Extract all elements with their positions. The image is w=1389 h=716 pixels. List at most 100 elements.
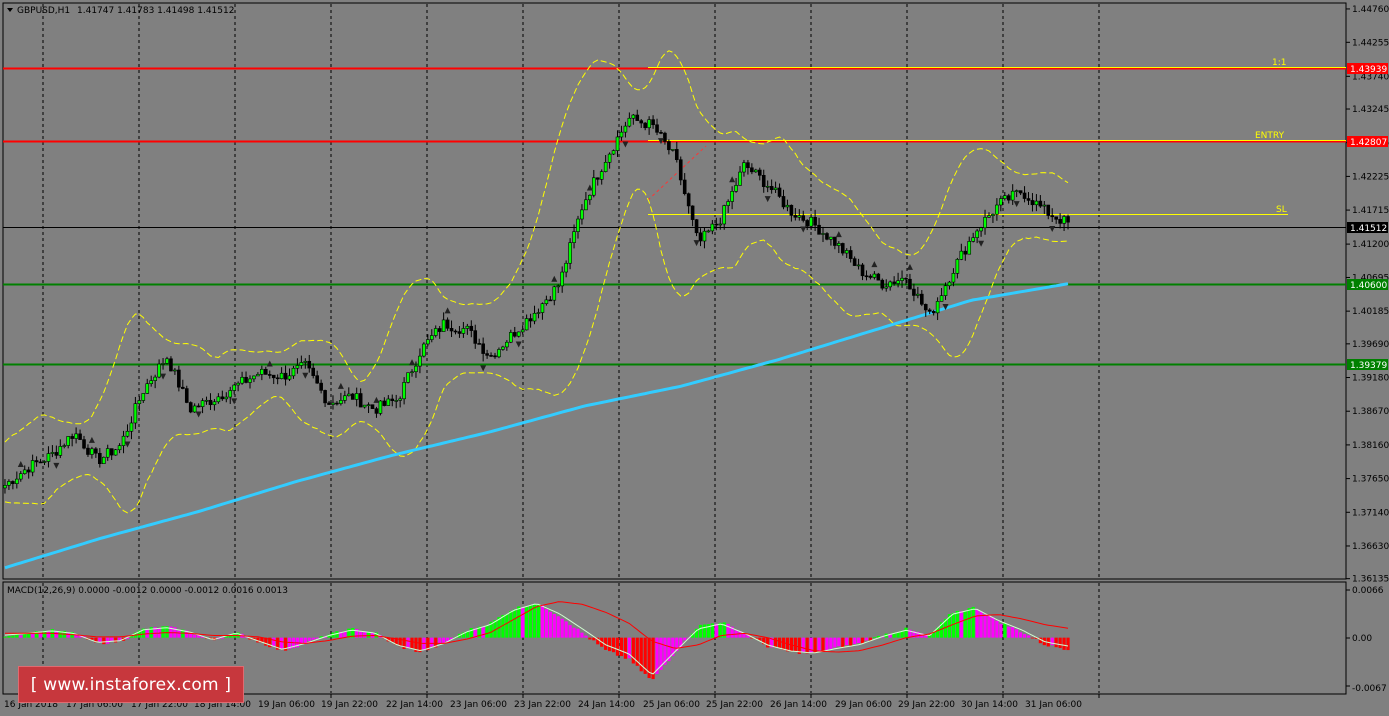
candle-body xyxy=(916,293,920,296)
candle-body xyxy=(30,460,35,473)
macd-bar xyxy=(576,628,580,638)
macd-bar xyxy=(374,632,379,638)
macd-bar xyxy=(615,637,620,656)
candle-body xyxy=(769,186,774,190)
fractal-arrow-icon xyxy=(373,396,380,403)
candle-body xyxy=(501,346,505,350)
macd-bar xyxy=(943,618,948,638)
candle-body xyxy=(354,393,359,400)
candle-body xyxy=(422,343,426,357)
candle-body xyxy=(635,114,640,121)
macd-bar xyxy=(248,637,252,640)
candle-body xyxy=(437,328,442,332)
candle-body xyxy=(710,223,715,232)
candle-body xyxy=(497,349,501,358)
fractal-arrow-icon xyxy=(409,359,416,366)
fractal-arrow-icon xyxy=(978,240,985,247)
macd-bar xyxy=(98,637,102,643)
candle-body xyxy=(852,258,857,266)
candle-body xyxy=(1014,190,1019,192)
macd-bar xyxy=(611,637,616,653)
macd-bar xyxy=(746,635,750,638)
candle-body xyxy=(287,375,292,380)
macd-bar xyxy=(177,630,181,638)
candle-body xyxy=(682,179,687,194)
menu-triangle-icon[interactable] xyxy=(7,8,13,12)
y-tick-label: 1.39180 xyxy=(1352,374,1389,384)
candle-body xyxy=(540,303,545,313)
candle-body xyxy=(742,162,746,173)
candle-body xyxy=(995,204,999,215)
candle-body xyxy=(825,233,829,240)
macd-bar xyxy=(331,632,335,638)
macd-bar xyxy=(580,632,584,638)
y-tick-label: 1.39690 xyxy=(1352,340,1389,350)
candle-body xyxy=(607,153,612,163)
macd-bar xyxy=(738,631,742,638)
macd-bar xyxy=(540,604,545,638)
candle-body xyxy=(481,343,485,354)
macd-bar xyxy=(584,635,588,638)
macd-bar xyxy=(208,637,213,639)
candle-body xyxy=(192,405,197,413)
macd-bar xyxy=(856,637,861,643)
watermark-text: [ www.instaforex.com ] xyxy=(30,675,232,695)
macd-bar xyxy=(185,630,189,638)
candle-body xyxy=(730,191,734,202)
macd-bar xyxy=(552,613,556,638)
macd-bar xyxy=(908,629,912,638)
macd-bar xyxy=(951,613,956,638)
macd-bar xyxy=(438,637,442,644)
macd-bar xyxy=(556,616,560,638)
macd-bar xyxy=(995,620,999,638)
candle-body xyxy=(433,328,438,336)
macd-bar xyxy=(627,637,631,659)
candle-body xyxy=(896,280,900,284)
macd-bar xyxy=(773,637,778,648)
candle-body xyxy=(939,295,944,302)
axis-price-tags: 1.43939 1.42807 1.41512 1.40600 1.39379 xyxy=(1347,63,1388,371)
y-tick-label: 1.37140 xyxy=(1352,508,1389,518)
candle-body xyxy=(323,390,327,404)
candle-body xyxy=(212,401,217,406)
macd-bar xyxy=(1003,623,1007,638)
macd-bar xyxy=(785,637,790,652)
macd-bar xyxy=(536,604,541,638)
macd-bar xyxy=(959,611,963,638)
x-tick-label: 17 Jan 22:00 xyxy=(131,700,188,710)
support-1-price-value: 1.40600 xyxy=(1350,281,1387,291)
candle-body xyxy=(777,187,782,197)
candle-body xyxy=(840,243,845,254)
macd-bar xyxy=(169,626,173,638)
candle-body xyxy=(789,204,794,216)
candle-body xyxy=(738,171,742,186)
candle-body xyxy=(864,275,869,278)
x-tick-label: 25 Jan 06:00 xyxy=(643,700,700,710)
candle-body xyxy=(22,469,27,474)
candle-body xyxy=(623,125,628,133)
candle-body xyxy=(457,331,462,334)
candle-body xyxy=(248,378,252,383)
candle-body xyxy=(58,446,63,456)
candle-body xyxy=(797,215,802,218)
candle-body xyxy=(11,481,15,484)
x-tick-label: 31 Jan 06:00 xyxy=(1025,700,1082,710)
macd-bar xyxy=(643,637,647,674)
macd-bar xyxy=(125,637,130,639)
candle-body xyxy=(366,404,371,406)
macd-histogram xyxy=(3,601,1070,680)
candle-body xyxy=(801,215,806,221)
candle-body xyxy=(1002,195,1007,199)
candle-body xyxy=(137,400,142,404)
candle-body xyxy=(619,131,624,138)
macd-bar xyxy=(932,631,936,638)
candle-body xyxy=(42,461,47,463)
candle-body xyxy=(572,231,576,243)
candle-body xyxy=(62,445,67,447)
macd-bar xyxy=(493,619,497,638)
candle-body xyxy=(46,453,51,462)
macd-bar xyxy=(805,637,809,654)
macd-bar xyxy=(509,611,513,638)
macd-bar xyxy=(276,637,280,650)
candle-body xyxy=(121,435,126,446)
